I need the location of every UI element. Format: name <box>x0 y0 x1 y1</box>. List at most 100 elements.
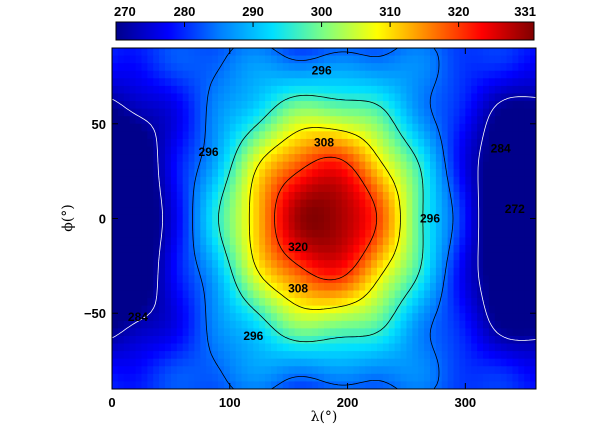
heatmap-cell <box>400 191 408 201</box>
heatmap-cell <box>335 176 343 185</box>
heatmap-cell <box>300 222 307 231</box>
heatmap-cell <box>500 275 508 284</box>
heatmap-cell <box>135 184 143 193</box>
heatmap-cell <box>341 229 349 239</box>
heatmap-cell <box>194 70 201 79</box>
heatmap-cell <box>229 138 237 148</box>
heatmap-cell <box>447 282 455 292</box>
heatmap-cell <box>223 275 231 284</box>
heatmap-cell <box>306 63 313 72</box>
heatmap-cell <box>441 381 449 389</box>
heatmap-cell <box>524 138 531 148</box>
heatmap-cell <box>324 373 331 383</box>
heatmap-cell <box>271 101 278 110</box>
heatmap-cell <box>418 252 425 261</box>
heatmap-cell <box>188 237 196 246</box>
heatmap-cell <box>170 298 178 307</box>
heatmap-cell <box>506 275 514 284</box>
heatmap-cell <box>500 305 508 314</box>
heatmap-cell <box>253 305 260 314</box>
heatmap-cell <box>335 267 343 276</box>
heatmap-cell <box>253 63 260 72</box>
heatmap-cell <box>329 335 337 345</box>
heatmap-cell <box>477 123 484 132</box>
heatmap-cell <box>188 358 196 367</box>
heatmap-cell <box>347 373 355 383</box>
heatmap-cell <box>259 252 266 261</box>
heatmap-cell <box>288 222 296 231</box>
heatmap-cell <box>206 222 213 231</box>
heatmap-cell <box>247 328 254 337</box>
heatmap-cell <box>200 199 207 208</box>
heatmap-cell <box>488 48 496 57</box>
heatmap-cell <box>512 373 519 383</box>
heatmap-cell <box>300 138 307 148</box>
heatmap-cell <box>176 335 184 345</box>
heatmap-cell <box>206 305 213 314</box>
heatmap-cell <box>159 169 166 178</box>
heatmap-cell <box>488 275 496 284</box>
heatmap-cell <box>312 131 319 140</box>
heatmap-cell <box>453 229 461 239</box>
heatmap-cell <box>394 335 402 345</box>
heatmap-cell <box>294 305 302 314</box>
heatmap-cell <box>394 358 402 367</box>
heatmap-cell <box>441 184 449 193</box>
heatmap-cell <box>271 176 278 185</box>
heatmap-cell <box>412 305 419 314</box>
heatmap-cell <box>271 351 278 360</box>
heatmap-cell <box>306 351 313 360</box>
heatmap-cell <box>265 154 272 163</box>
heatmap-cell <box>488 123 496 132</box>
heatmap-cell <box>477 78 484 87</box>
heatmap-cell <box>377 85 384 95</box>
heatmap-cell <box>388 358 396 367</box>
heatmap-cell <box>247 237 254 246</box>
heatmap-cell <box>271 55 278 64</box>
heatmap-cell <box>359 298 366 307</box>
heatmap-cell <box>324 245 331 254</box>
heatmap-cell <box>365 131 372 140</box>
heatmap-cell <box>447 328 455 337</box>
heatmap-cell <box>382 366 390 375</box>
heatmap-cell <box>218 85 225 95</box>
heatmap-cell <box>141 237 148 246</box>
heatmap-cell <box>223 320 231 329</box>
heatmap-cell <box>377 184 384 193</box>
heatmap-cell <box>512 252 519 261</box>
heatmap-cell <box>518 131 525 140</box>
heatmap-cell <box>506 48 514 57</box>
heatmap-cell <box>117 63 125 72</box>
heatmap-cell <box>159 123 166 132</box>
heatmap-cell <box>147 131 154 140</box>
heatmap-cell <box>506 161 514 170</box>
heatmap-cell <box>400 169 408 178</box>
heatmap-cell <box>341 275 349 284</box>
heatmap-cell <box>324 123 331 132</box>
heatmap-cell <box>282 267 290 276</box>
heatmap-cell <box>218 48 225 57</box>
heatmap-cell <box>206 161 213 170</box>
heatmap-cell <box>200 343 207 352</box>
heatmap-cell <box>329 123 337 132</box>
heatmap-cell <box>282 358 290 367</box>
heatmap-cell <box>170 138 178 148</box>
heatmap-cell <box>271 381 278 389</box>
heatmap-cell <box>259 282 266 292</box>
heatmap-cell <box>129 63 137 72</box>
heatmap-cell <box>176 78 184 87</box>
heatmap-cell <box>194 55 201 64</box>
heatmap-cell <box>371 335 378 345</box>
heatmap-cell <box>300 320 307 329</box>
heatmap-cell <box>318 176 325 185</box>
heatmap-cell <box>282 93 290 102</box>
heatmap-cell <box>165 366 172 375</box>
heatmap-cell <box>394 116 402 125</box>
heatmap-cell <box>294 229 302 239</box>
heatmap-cell <box>494 358 502 367</box>
heatmap-cell <box>288 214 296 223</box>
heatmap-cell <box>394 184 402 193</box>
heatmap-cell <box>165 101 172 110</box>
heatmap-cell <box>117 55 125 64</box>
colorbar-ticks: 270 280 290 300 310 320 331 <box>114 4 536 27</box>
